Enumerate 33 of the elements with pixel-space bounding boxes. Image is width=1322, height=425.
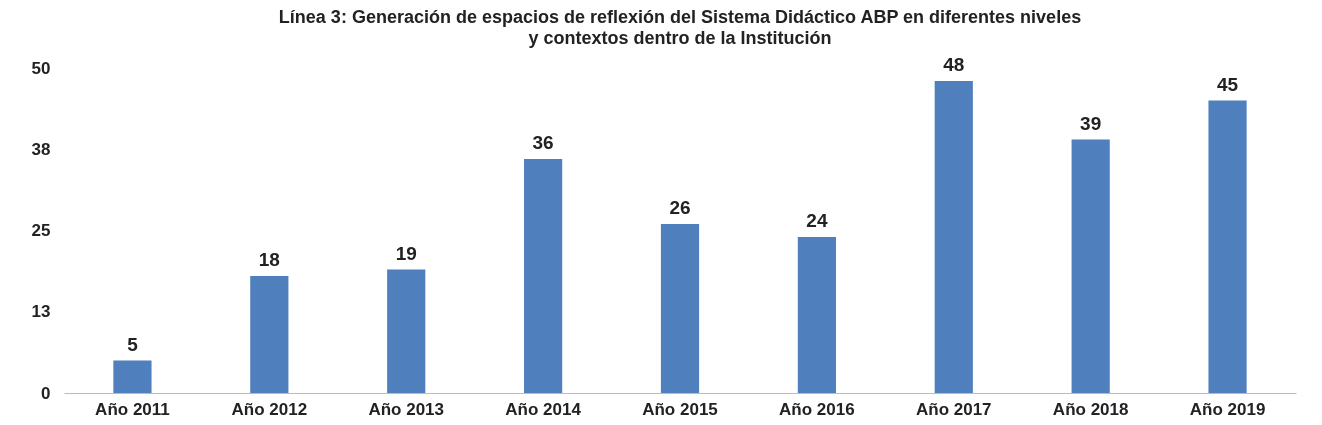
data-label: 18 <box>258 249 280 270</box>
x-tick-label: Año 2012 <box>231 399 308 419</box>
data-label: 45 <box>1216 73 1239 95</box>
bar <box>934 81 973 393</box>
bar <box>524 159 563 393</box>
x-tick-label: Año 2017 <box>915 399 992 419</box>
x-tick-label: Año 2014 <box>505 399 582 419</box>
data-label: 48 <box>943 54 965 75</box>
bar <box>387 269 426 393</box>
bar <box>1208 100 1247 393</box>
y-tick-label: 50 <box>31 58 51 78</box>
data-label: 36 <box>532 132 554 153</box>
data-label: 26 <box>669 197 691 218</box>
y-tick-label: 38 <box>31 139 51 159</box>
bar <box>660 224 700 393</box>
y-tick-label: 13 <box>31 302 51 322</box>
data-label: 24 <box>806 210 828 231</box>
data-label: 5 <box>127 333 139 355</box>
x-tick-label: Año 2015 <box>642 399 718 419</box>
x-tick-label: Año 2016 <box>779 399 855 419</box>
x-tick-label: Año 2011 <box>95 399 170 419</box>
data-label: 39 <box>1080 112 1102 134</box>
y-tick-label: 25 <box>31 221 51 240</box>
x-tick-label: Año 2019 <box>1189 399 1266 419</box>
chart-title: Línea 3: Generación de espacios de reflexión del Sistema Didáctico ABP en diferentes niveles y contextos dentro de la Institución <box>278 7 1082 48</box>
data-label: 19 <box>395 242 417 264</box>
bar <box>113 360 152 393</box>
bar <box>1071 139 1110 393</box>
y-tick-label: 0 <box>41 383 51 403</box>
bar <box>250 276 289 393</box>
x-tick-label: Año 2018 <box>1052 399 1129 419</box>
x-tick-label: Año 2013 <box>368 399 445 419</box>
bar <box>797 237 836 393</box>
